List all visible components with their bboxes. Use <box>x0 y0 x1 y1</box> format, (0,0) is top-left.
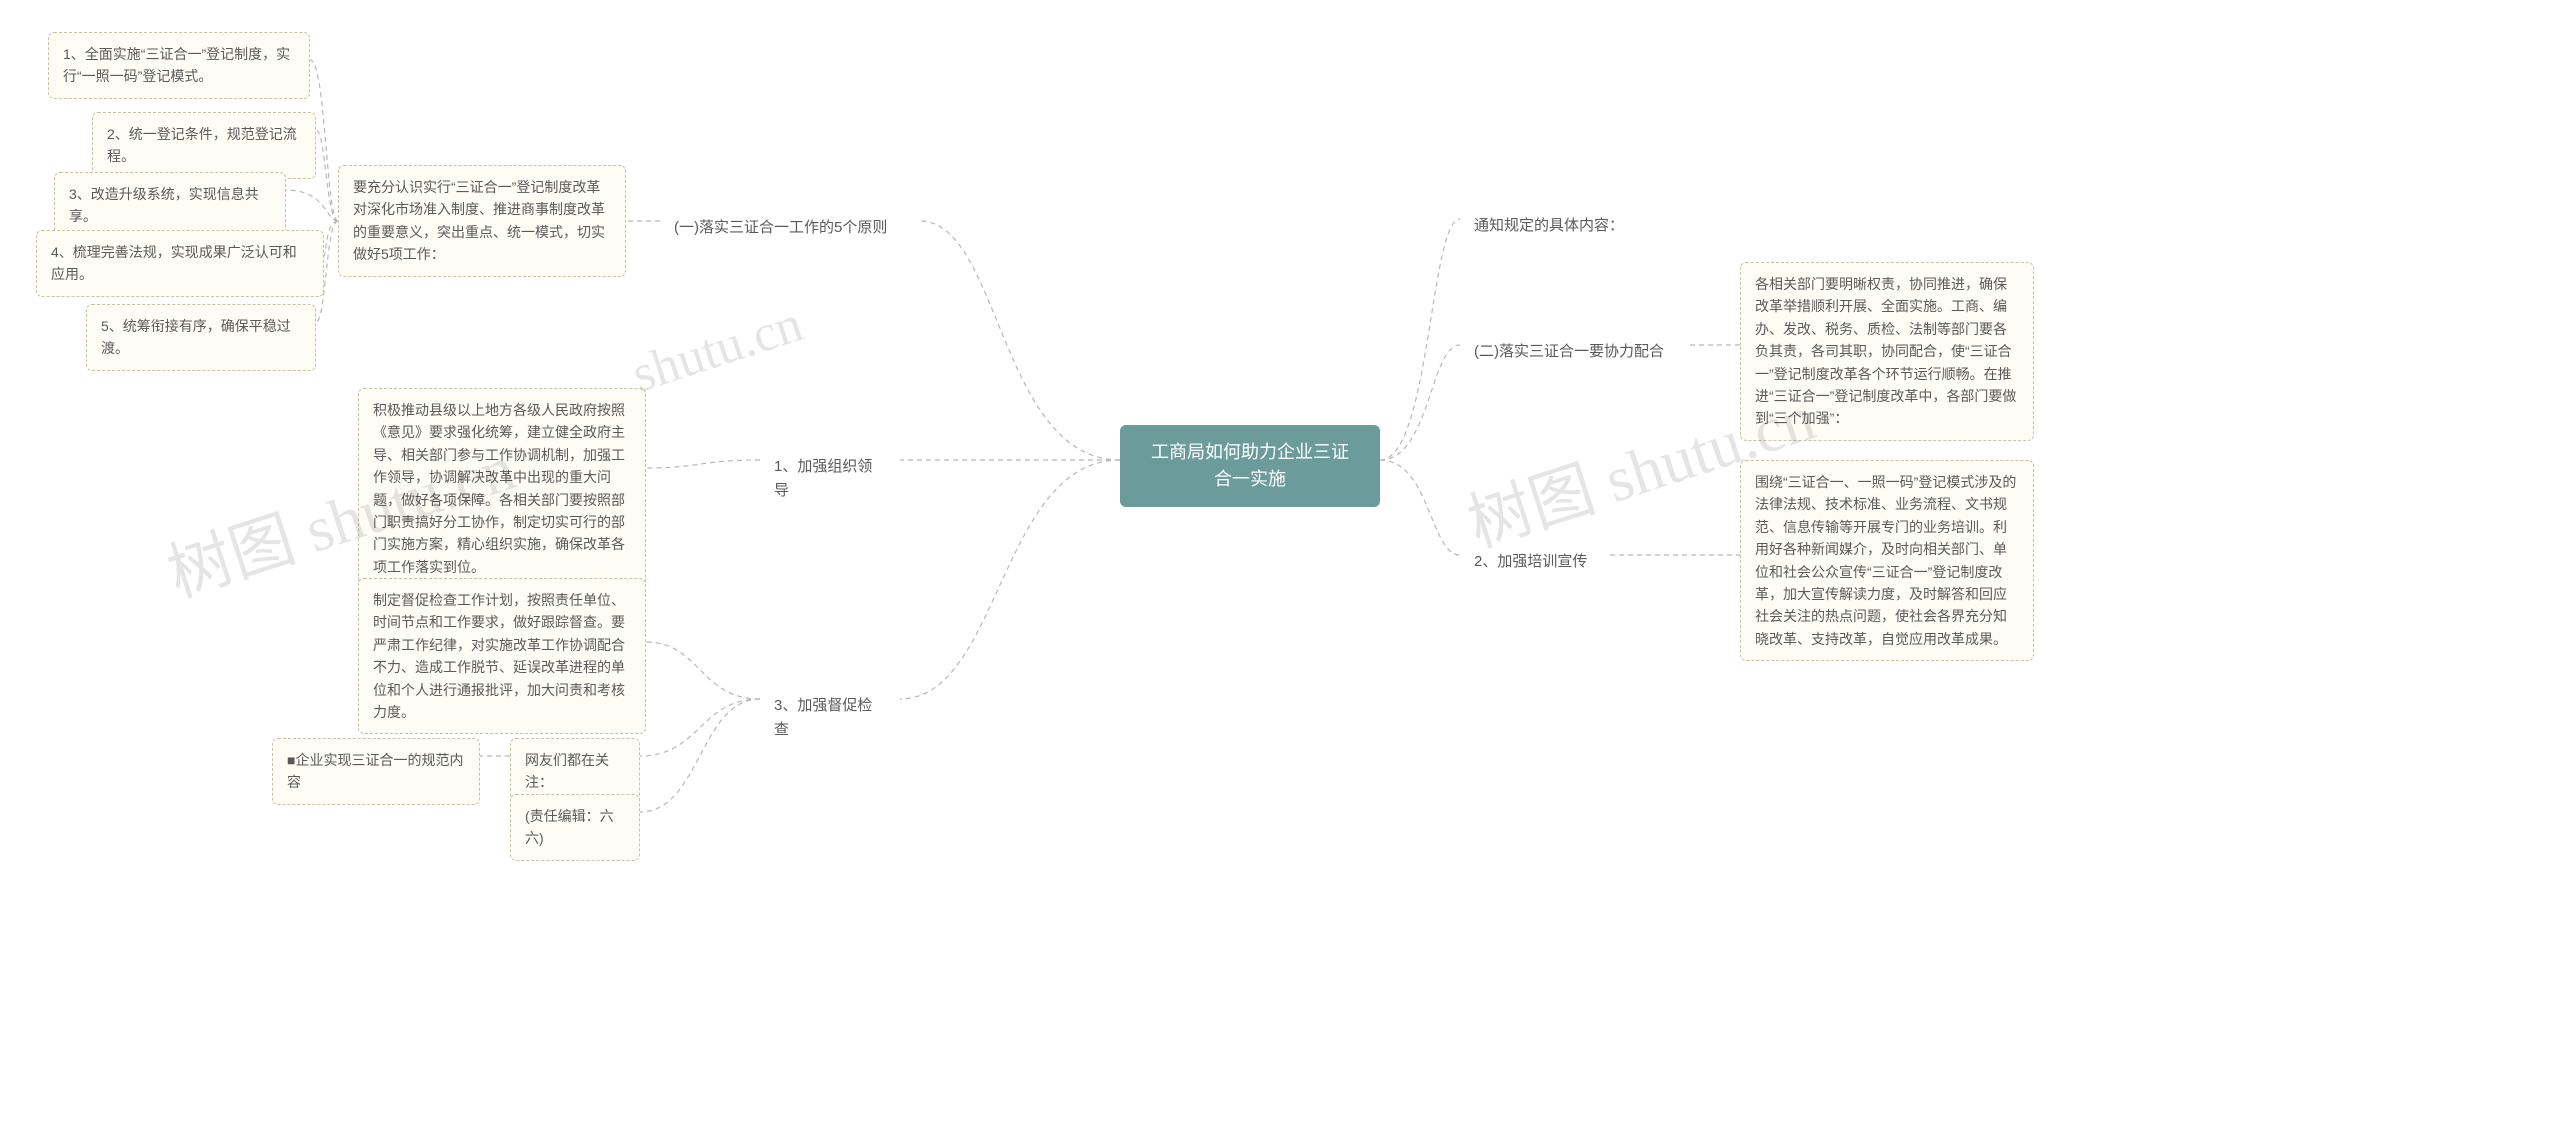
branch-right-3[interactable]: 2、加强培训宣传 <box>1460 540 1610 584</box>
branch-left-1[interactable]: (一)落实三证合一工作的5个原则 <box>660 206 920 250</box>
branch-right-2[interactable]: (二)落实三证合一要协力配合 <box>1460 330 1690 374</box>
watermark: shutu.cn <box>625 294 809 404</box>
branch-right-1[interactable]: 通知规定的具体内容： <box>1460 204 1640 248</box>
leaf-text: 3、改造升级系统，实现信息共享。 <box>69 186 259 224</box>
leaf-text: 围绕“三证合一、一照一码”登记模式涉及的法律法规、技术标准、业务流程、文书规范、… <box>1755 474 2016 647</box>
leaf-text: 要充分认识实行“三证合一”登记制度改革对深化市场准入制度、推进商事制度改革的重要… <box>353 179 605 262</box>
leaf-text: 4、梳理完善法规，实现成果广泛认可和应用。 <box>51 244 297 282</box>
branch-label: 通知规定的具体内容： <box>1474 217 1624 234</box>
leaf-text: (责任编辑：六六) <box>525 808 614 846</box>
leaf-l1a2[interactable]: 2、统一登记条件，规范登记流程。 <box>92 112 316 179</box>
leaf-r2a[interactable]: 各相关部门要明晰权责，协同推进，确保改革举措顺利开展、全面实施。工商、编办、发改… <box>1740 262 2034 441</box>
root-label: 工商局如何助力企业三证合一实施 <box>1151 442 1349 489</box>
mindmap-root[interactable]: 工商局如何助力企业三证合一实施 <box>1120 425 1380 507</box>
branch-label: 3、加强督促检查 <box>774 697 872 738</box>
leaf-text: 5、统筹衔接有序，确保平稳过渡。 <box>101 318 291 356</box>
leaf-l3c[interactable]: (责任编辑：六六) <box>510 794 640 861</box>
leaf-l1a[interactable]: 要充分认识实行“三证合一”登记制度改革对深化市场准入制度、推进商事制度改革的重要… <box>338 165 626 277</box>
leaf-l3a[interactable]: 制定督促检查工作计划，按照责任单位、时间节点和工作要求，做好跟踪督查。要严肃工作… <box>358 578 646 734</box>
leaf-text: 1、全面实施“三证合一”登记制度，实行“一照一码”登记模式。 <box>63 46 290 84</box>
branch-left-2[interactable]: 1、加强组织领导 <box>760 445 900 513</box>
branch-label: 1、加强组织领导 <box>774 458 872 499</box>
leaf-l3b1[interactable]: ■企业实现三证合一的规范内容 <box>272 738 480 805</box>
leaf-text: ■企业实现三证合一的规范内容 <box>287 752 463 790</box>
leaf-text: 积极推动县级以上地方各级人民政府按照《意见》要求强化统筹，建立健全政府主导、相关… <box>373 402 625 575</box>
leaf-l1a1[interactable]: 1、全面实施“三证合一”登记制度，实行“一照一码”登记模式。 <box>48 32 310 99</box>
leaf-l1a5[interactable]: 5、统筹衔接有序，确保平稳过渡。 <box>86 304 316 371</box>
leaf-l2a[interactable]: 积极推动县级以上地方各级人民政府按照《意见》要求强化统筹，建立健全政府主导、相关… <box>358 388 646 589</box>
branch-label: 2、加强培训宣传 <box>1474 553 1587 570</box>
leaf-r3a[interactable]: 围绕“三证合一、一照一码”登记模式涉及的法律法规、技术标准、业务流程、文书规范、… <box>1740 460 2034 661</box>
leaf-l1a3[interactable]: 3、改造升级系统，实现信息共享。 <box>54 172 286 239</box>
leaf-l1a4[interactable]: 4、梳理完善法规，实现成果广泛认可和应用。 <box>36 230 324 297</box>
branch-left-3[interactable]: 3、加强督促检查 <box>760 684 900 752</box>
branch-label: (二)落实三证合一要协力配合 <box>1474 343 1664 360</box>
leaf-text: 2、统一登记条件，规范登记流程。 <box>107 126 297 164</box>
leaf-text: 制定督促检查工作计划，按照责任单位、时间节点和工作要求，做好跟踪督查。要严肃工作… <box>373 592 625 720</box>
branch-label: (一)落实三证合一工作的5个原则 <box>674 219 887 236</box>
leaf-text: 网友们都在关注： <box>525 752 609 790</box>
leaf-text: 各相关部门要明晰权责，协同推进，确保改革举措顺利开展、全面实施。工商、编办、发改… <box>1755 276 2016 426</box>
